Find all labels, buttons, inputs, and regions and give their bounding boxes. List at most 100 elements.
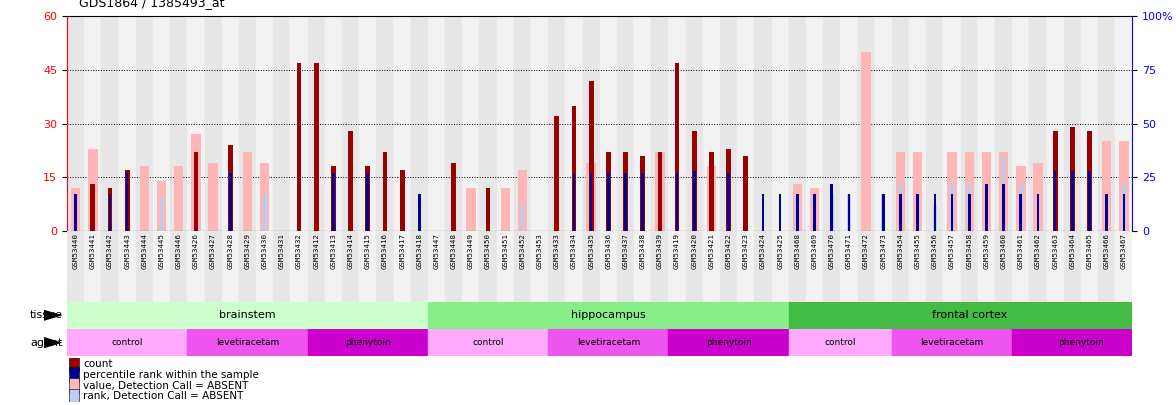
Bar bbox=[101, 16, 119, 231]
Bar bbox=[69, 367, 79, 382]
Text: GSM53446: GSM53446 bbox=[175, 233, 182, 269]
Text: GDS1864 / 1385493_at: GDS1864 / 1385493_at bbox=[79, 0, 225, 9]
Bar bbox=[693, 171, 695, 231]
Bar bbox=[913, 152, 922, 231]
Text: GSM53431: GSM53431 bbox=[279, 233, 285, 269]
Bar bbox=[703, 16, 720, 231]
Bar bbox=[135, 231, 153, 302]
Bar bbox=[566, 16, 582, 231]
Bar bbox=[67, 16, 85, 231]
Bar bbox=[900, 194, 902, 231]
Bar bbox=[882, 194, 886, 231]
Bar bbox=[296, 63, 301, 231]
Bar bbox=[968, 194, 970, 231]
Bar bbox=[69, 378, 79, 393]
Bar bbox=[795, 194, 800, 231]
Text: percentile rank within the sample: percentile rank within the sample bbox=[83, 370, 259, 379]
Bar bbox=[1098, 231, 1115, 302]
Bar bbox=[977, 231, 995, 302]
Bar bbox=[367, 173, 369, 231]
Text: GSM53420: GSM53420 bbox=[691, 233, 697, 269]
Bar bbox=[1013, 231, 1029, 302]
Bar bbox=[933, 205, 937, 231]
Text: GSM53467: GSM53467 bbox=[1121, 233, 1127, 269]
Text: control: control bbox=[473, 338, 503, 347]
Bar bbox=[1115, 16, 1132, 231]
Bar bbox=[1053, 131, 1057, 231]
Bar bbox=[995, 231, 1013, 302]
Bar bbox=[909, 231, 927, 302]
Bar bbox=[995, 16, 1013, 231]
Bar bbox=[107, 188, 113, 231]
Bar bbox=[126, 173, 128, 231]
Bar bbox=[332, 173, 335, 231]
Text: GSM53466: GSM53466 bbox=[1104, 233, 1110, 269]
Bar bbox=[273, 231, 290, 302]
Bar bbox=[771, 231, 789, 302]
Bar bbox=[810, 188, 820, 231]
Text: GSM53459: GSM53459 bbox=[983, 233, 989, 269]
Text: GSM53450: GSM53450 bbox=[485, 233, 492, 269]
Bar bbox=[1105, 194, 1108, 231]
Bar bbox=[982, 152, 991, 231]
Bar bbox=[891, 329, 1013, 356]
Bar bbox=[290, 231, 308, 302]
Bar bbox=[1029, 16, 1047, 231]
Text: GSM53461: GSM53461 bbox=[1017, 233, 1024, 269]
Bar bbox=[308, 329, 428, 356]
Bar bbox=[668, 329, 789, 356]
Bar bbox=[634, 231, 652, 302]
Bar bbox=[572, 106, 576, 231]
Bar bbox=[934, 194, 936, 231]
Bar bbox=[256, 16, 273, 231]
Bar bbox=[428, 302, 789, 329]
Bar bbox=[410, 231, 428, 302]
Text: GSM53469: GSM53469 bbox=[811, 233, 817, 269]
Text: GSM53436: GSM53436 bbox=[606, 233, 612, 269]
Bar bbox=[566, 231, 582, 302]
Bar bbox=[153, 16, 171, 231]
Bar bbox=[861, 52, 871, 231]
Text: GSM53471: GSM53471 bbox=[846, 233, 851, 269]
Bar bbox=[789, 329, 891, 356]
Bar bbox=[823, 231, 841, 302]
Bar bbox=[208, 163, 218, 231]
Bar bbox=[69, 356, 79, 371]
Text: control: control bbox=[112, 338, 143, 347]
Text: GSM53458: GSM53458 bbox=[967, 233, 973, 269]
Text: GSM53443: GSM53443 bbox=[125, 233, 131, 269]
Bar bbox=[652, 231, 668, 302]
Bar bbox=[589, 81, 594, 231]
Bar bbox=[950, 183, 954, 231]
Bar bbox=[496, 231, 514, 302]
Bar bbox=[91, 184, 95, 231]
Bar bbox=[582, 231, 600, 302]
Text: GSM53414: GSM53414 bbox=[348, 233, 354, 269]
Bar bbox=[1002, 156, 1005, 231]
Bar bbox=[964, 152, 974, 231]
Bar bbox=[514, 231, 532, 302]
Bar bbox=[600, 16, 617, 231]
Bar bbox=[1020, 194, 1022, 231]
Bar bbox=[242, 152, 252, 231]
Bar bbox=[462, 16, 480, 231]
Bar bbox=[984, 183, 988, 231]
Bar bbox=[617, 16, 634, 231]
Bar bbox=[192, 134, 201, 231]
Bar bbox=[841, 16, 857, 231]
Text: GSM53442: GSM53442 bbox=[107, 233, 113, 269]
Text: GSM53439: GSM53439 bbox=[657, 233, 663, 269]
Bar bbox=[1098, 16, 1115, 231]
Bar bbox=[606, 152, 610, 231]
Bar bbox=[187, 231, 205, 302]
Bar bbox=[909, 16, 927, 231]
Bar bbox=[445, 231, 462, 302]
Bar bbox=[417, 194, 421, 231]
Bar bbox=[573, 173, 575, 231]
Bar bbox=[348, 131, 353, 231]
Bar bbox=[119, 231, 135, 302]
Bar bbox=[1081, 231, 1098, 302]
Bar bbox=[298, 220, 301, 231]
Text: GSM53434: GSM53434 bbox=[572, 233, 577, 269]
Bar bbox=[359, 16, 376, 231]
